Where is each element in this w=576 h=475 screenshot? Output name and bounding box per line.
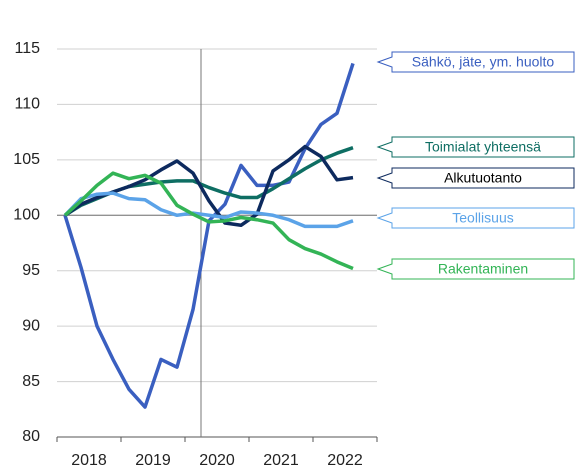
x-tick-label: 2019 <box>135 452 171 469</box>
y-tick-label: 85 <box>22 373 40 390</box>
legend-callout <box>376 207 575 229</box>
y-tick-label: 90 <box>22 317 40 334</box>
legend-label: Teollisuus <box>452 210 513 226</box>
legend-callout <box>376 167 575 189</box>
legend-label: Alkutuotanto <box>444 170 522 186</box>
series-line <box>63 191 354 229</box>
legend-label: Sähkö, jäte, ym. huolto <box>412 54 555 70</box>
series-line <box>63 62 355 409</box>
legend-callout <box>376 51 575 73</box>
legend-label: Rakentaminen <box>438 261 528 277</box>
y-tick-label: 105 <box>13 151 40 168</box>
series-line <box>64 146 354 217</box>
series-line <box>63 171 354 271</box>
legend-callout <box>376 258 575 280</box>
y-tick-label: 110 <box>14 96 40 113</box>
x-tick-label: 2018 <box>71 452 107 469</box>
legend-callout <box>376 136 575 158</box>
y-tick-label: 115 <box>14 40 40 57</box>
x-tick-label: 2021 <box>263 452 299 469</box>
legend-label: Toimialat yhteensä <box>425 139 541 155</box>
y-tick-label: 95 <box>22 262 40 279</box>
y-tick-label: 100 <box>13 207 40 224</box>
x-tick-label: 2020 <box>199 452 235 469</box>
x-tick-label: 2022 <box>327 452 363 469</box>
y-tick-label: 80 <box>22 428 40 445</box>
